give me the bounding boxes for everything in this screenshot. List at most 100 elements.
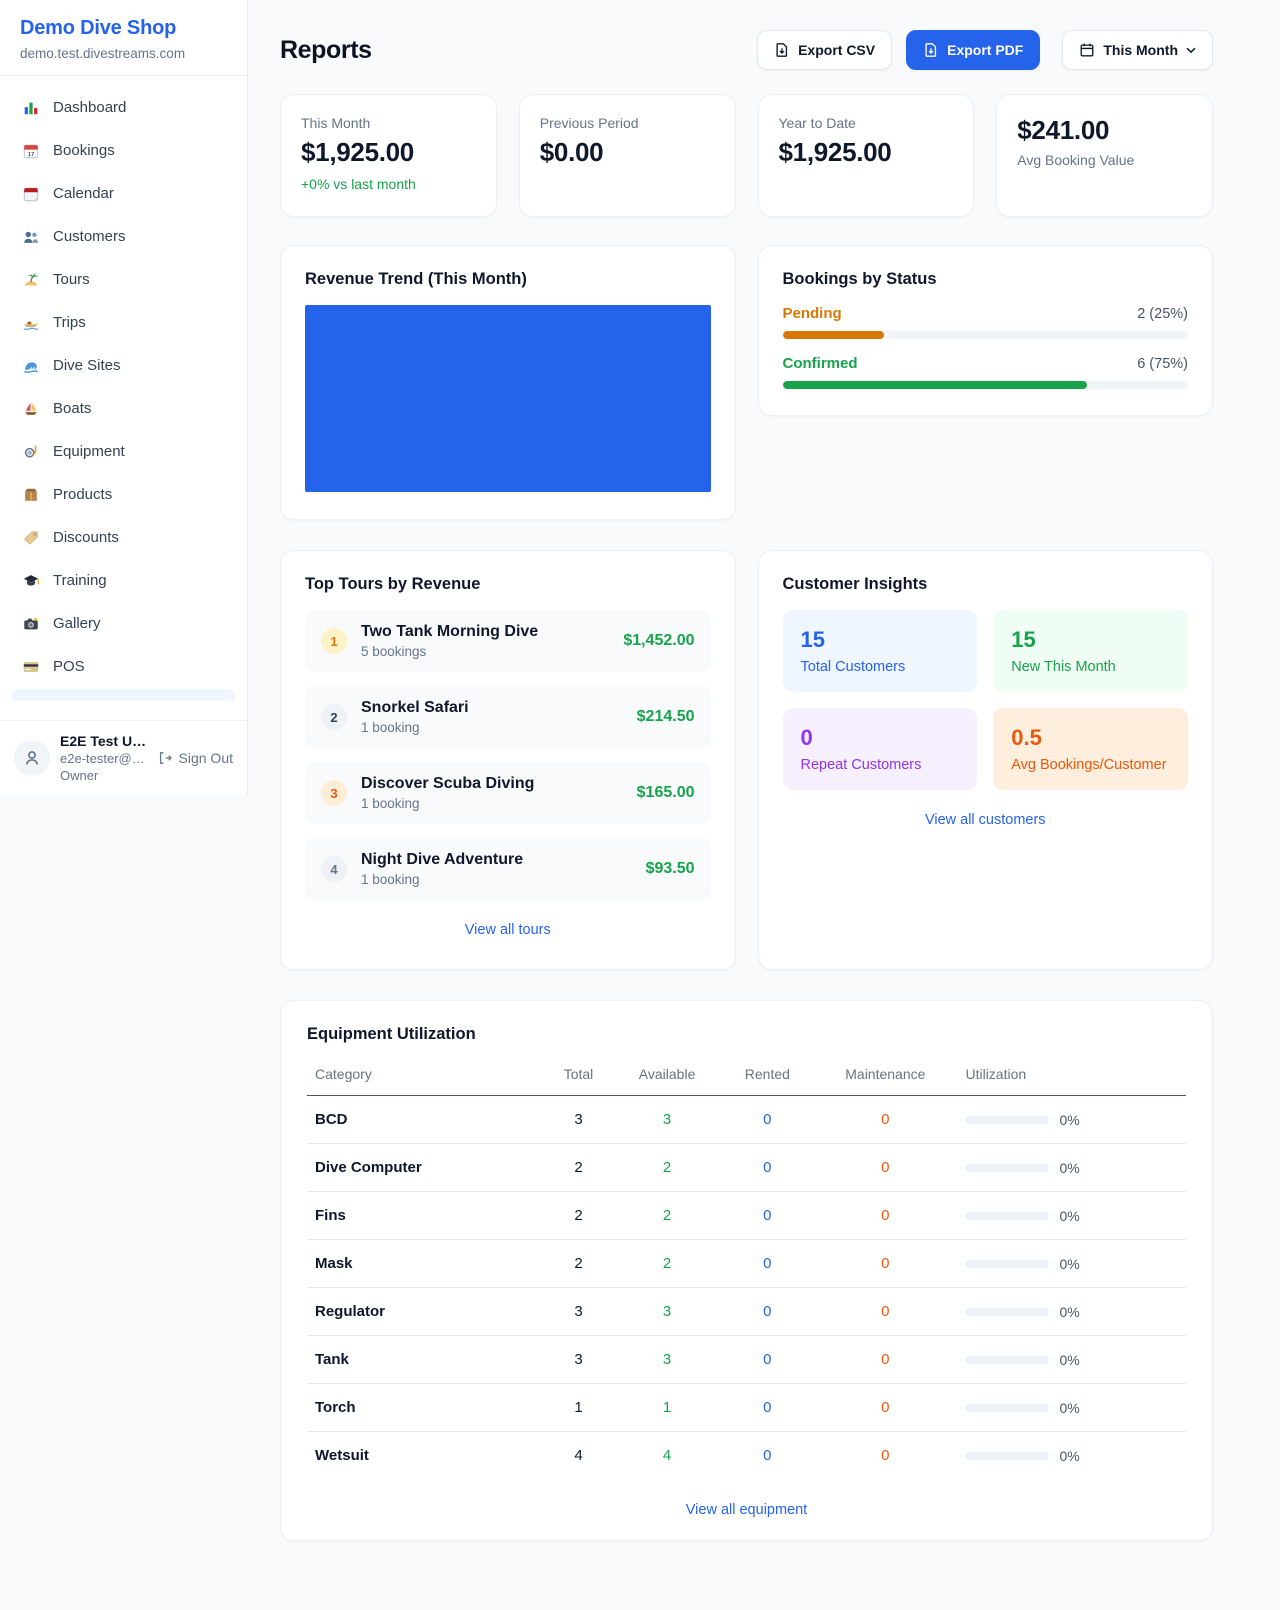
table-row: Mask 2 2 0 0 0% (307, 1239, 1186, 1288)
sidebar-item-label: Discounts (53, 529, 119, 546)
tour-name: Snorkel Safari (361, 699, 469, 716)
tour-name: Discover Scuba Diving (361, 775, 535, 792)
stat-label: This Month (301, 115, 371, 131)
view-all-customers-link[interactable]: View all customers (924, 812, 1046, 828)
insights-row: Top Tours by Revenue 1 Two Tank Morning … (280, 550, 1213, 970)
sidebar-item-discounts[interactable]: Discounts (12, 516, 235, 559)
charts-row: Revenue Trend (This Month) Bookings by S… (280, 245, 1213, 520)
table-header-row: Category Total Available Rented Maintena… (307, 1058, 1186, 1096)
top-tours-card: Top Tours by Revenue 1 Two Tank Morning … (280, 550, 736, 970)
equipment-utilization-card: Equipment Utilization Category Total Ava… (280, 1000, 1213, 1541)
utilization-track (965, 1355, 1050, 1364)
sidebar-item-training[interactable]: Training (12, 559, 235, 602)
export-pdf-label: Export PDF (947, 42, 1024, 58)
tile-value: 0.5 (1011, 725, 1042, 750)
stat-card-avg-booking-value: $241.00 Avg Booking Value (996, 94, 1213, 217)
table-row: Regulator 3 3 0 0 0% (307, 1287, 1186, 1336)
tour-row-3: 3 Discover Scuba Diving 1 booking $165.0… (305, 762, 711, 824)
stat-label: Avg Booking Value (1017, 152, 1135, 168)
stat-card-year-to-date: Year to Date $1,925.00 (757, 94, 975, 217)
progress-fill (782, 331, 884, 339)
tour-revenue: $165.00 (636, 784, 695, 801)
sidebar-item-tours[interactable]: Tours (12, 258, 235, 301)
sidebar-item-pos[interactable]: POS (12, 645, 235, 688)
tour-revenue: $214.50 (636, 708, 695, 725)
col-category: Category (307, 1058, 545, 1096)
gallery-icon (22, 615, 40, 633)
user-email: e2e-tester@… (60, 751, 145, 766)
export-csv-button[interactable]: Export CSV (757, 30, 893, 70)
sidebar-item-gallery[interactable]: Gallery (12, 602, 235, 645)
view-all-tours-link[interactable]: View all tours (464, 922, 551, 938)
tile-label: Avg Bookings/Customer (1011, 757, 1167, 773)
sidebar-item-calendar[interactable]: Calendar (12, 172, 235, 215)
shop-name: Demo Dive Shop (20, 17, 177, 39)
table-row: BCD 3 3 0 0 0% (307, 1095, 1186, 1144)
progress-track (782, 381, 1188, 389)
export-pdf-button[interactable]: Export PDF (906, 30, 1041, 70)
calendar-icon (1080, 43, 1094, 57)
sign-out-button[interactable]: Sign Out (157, 750, 233, 766)
tour-name: Night Dive Adventure (361, 851, 524, 868)
sidebar-item-label: Dashboard (53, 99, 127, 116)
svg-text:17: 17 (28, 151, 35, 157)
sidebar-item-equipment[interactable]: Equipment (12, 430, 235, 473)
status-row-confirmed: Confirmed 6 (75%) (782, 355, 1188, 389)
bookings-by-status-title: Bookings by Status (782, 270, 937, 288)
equipment-table: Category Total Available Rented Maintena… (307, 1058, 1186, 1480)
products-icon (22, 486, 40, 504)
file-export-icon (776, 43, 788, 57)
stat-delta: +0% vs last month (301, 176, 416, 192)
progress-track (782, 331, 1188, 339)
tile-total-customers: 15 Total Customers (782, 610, 978, 692)
sidebar-item-reports-active[interactable] (12, 689, 235, 701)
tile-new-this-month: 15 New This Month (993, 610, 1188, 692)
sidebar-item-label: Tours (53, 271, 90, 288)
customer-insights-card: Customer Insights 15 Total Customers 15 … (757, 550, 1213, 970)
table-row: Dive Computer 2 2 0 0 0% (307, 1143, 1186, 1192)
tour-bookings: 5 bookings (361, 644, 427, 659)
table-row: Wetsuit 4 4 0 0 0% (315, 1447, 1080, 1465)
utilization-track (965, 1403, 1050, 1412)
table-row: Fins 2 2 0 0 0% (307, 1191, 1186, 1240)
rank-badge: 3 (321, 780, 347, 806)
shop-domain: demo.test.divestreams.com (20, 46, 186, 61)
header-actions: Export CSV Export PDF This Month (757, 30, 1213, 70)
status-value: 2 (25%) (1137, 306, 1188, 322)
table-row: Tank 3 3 0 0 0% (307, 1335, 1186, 1384)
tile-value: 15 (1011, 627, 1036, 652)
sidebar-item-products[interactable]: Products (12, 473, 235, 516)
sidebar-item-dive-sites[interactable]: Dive Sites (12, 344, 235, 387)
sidebar-item-trips[interactable]: Trips (12, 301, 235, 344)
page-header: Reports Export CSV Export PDF This Month (280, 30, 1213, 70)
sidebar-item-bookings[interactable]: 17 Bookings (12, 129, 235, 172)
sidebar-item-dashboard[interactable]: Dashboard (12, 86, 235, 129)
dashboard-icon (22, 99, 40, 117)
view-all-equipment-link[interactable]: View all equipment (685, 1501, 808, 1518)
sidebar-item-boats[interactable]: Boats (12, 387, 235, 430)
period-dropdown[interactable]: This Month (1062, 30, 1213, 70)
stat-card-previous-period: Previous Period $0.00 (518, 94, 736, 217)
col-available: Available (612, 1058, 722, 1096)
boats-icon (22, 400, 40, 418)
utilization-track (965, 1451, 1050, 1460)
tour-bookings: 1 booking (361, 796, 420, 811)
stat-value: $1,925.00 (778, 137, 892, 167)
sidebar-item-label: Boats (53, 400, 92, 417)
discounts-icon (22, 529, 40, 547)
stat-label: Previous Period (539, 115, 639, 131)
sidebar-item-customers[interactable]: Customers (12, 215, 235, 258)
utilization-track (965, 1211, 1050, 1220)
rank-badge: 2 (321, 704, 347, 730)
dive-sites-icon (22, 357, 40, 375)
rank-badge: 1 (321, 628, 347, 654)
sidebar-item-label: Gallery (53, 615, 101, 632)
sidebar-item-label: POS (53, 658, 85, 675)
sign-out-icon (159, 752, 172, 764)
col-utilization: Utilization (957, 1058, 1186, 1096)
insight-grid: 15 Total Customers 15 New This Month 0 R… (782, 610, 1188, 790)
utilization-track (965, 1115, 1050, 1124)
main-content: Reports Export CSV Export PDF This Month… (248, 0, 1280, 1581)
progress-fill (782, 381, 1087, 389)
revenue-trend-chart (305, 305, 711, 492)
